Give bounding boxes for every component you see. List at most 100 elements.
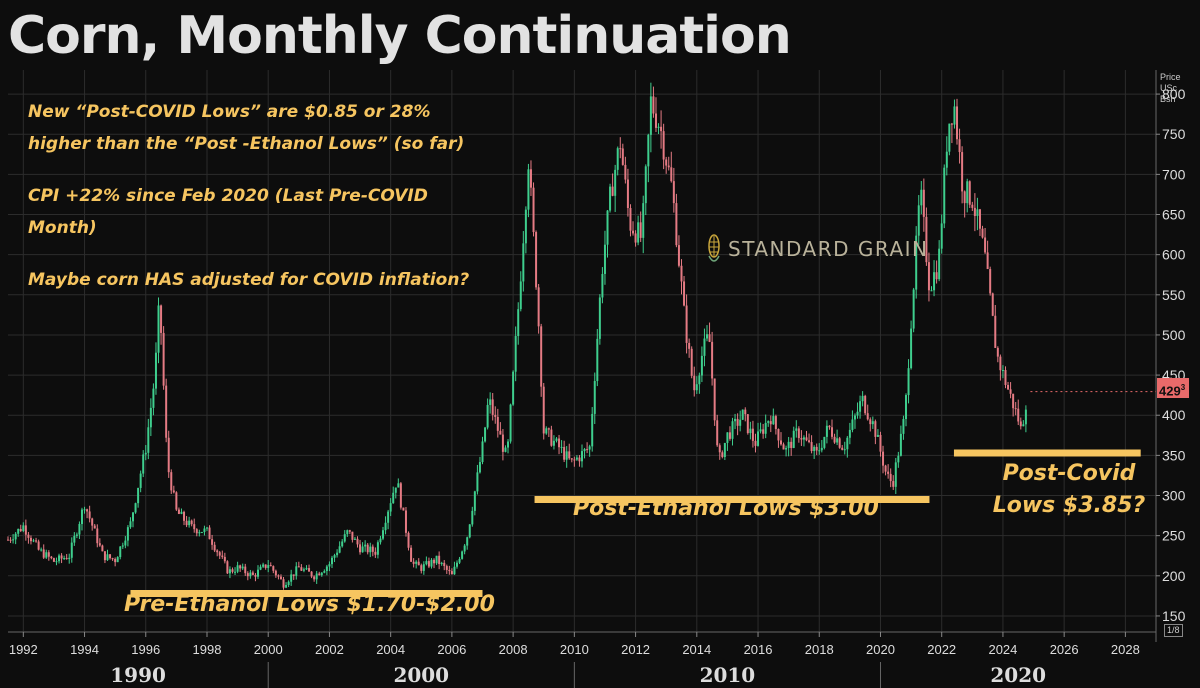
candle-body: [568, 451, 571, 459]
axis-unit-line-3: Bsh: [1160, 94, 1176, 104]
candle-body: [945, 151, 948, 168]
candle-body: [417, 561, 420, 566]
candle-body: [989, 269, 992, 294]
last-price-fraction: 3: [1180, 383, 1186, 392]
candle-body: [195, 529, 198, 534]
candle-body: [879, 434, 882, 452]
candle-body: [739, 419, 742, 426]
candle-body: [637, 222, 640, 243]
candle-body: [915, 235, 918, 290]
candle-body: [318, 573, 321, 576]
y-tick-label: 150: [1162, 608, 1186, 624]
candle-body: [614, 169, 617, 196]
candle-body: [606, 210, 609, 245]
candle-body: [912, 289, 915, 329]
candle-body: [882, 451, 885, 466]
candle-body: [547, 428, 550, 430]
candle-body: [183, 511, 186, 521]
candle-body: [833, 436, 836, 443]
candle-body: [522, 243, 525, 282]
candle-body: [473, 491, 476, 511]
annotation-line-1: New “Post-COVID Lows” are $0.85 or 28%: [28, 102, 431, 122]
corn-icon: [708, 234, 720, 262]
candle-body: [246, 573, 249, 577]
candle-body: [308, 568, 311, 572]
candle-body: [353, 538, 356, 540]
candle-body: [259, 566, 262, 570]
candle-body: [223, 556, 226, 562]
axis-unit-label: Price USc Bsh: [1160, 72, 1181, 105]
candle-body: [346, 530, 349, 535]
candle-body: [917, 205, 920, 236]
y-axis: 1502002503003504004505005506006507007508…: [1030, 70, 1186, 642]
candle-body: [925, 216, 928, 263]
candle-body: [654, 113, 657, 128]
y-tick-label: 600: [1162, 247, 1186, 263]
candle-body: [922, 189, 925, 217]
candle-body: [264, 564, 267, 568]
candle-body: [1004, 370, 1007, 385]
x-tick-label: 2010: [560, 642, 589, 657]
candle-body: [226, 561, 229, 574]
candle-body: [175, 492, 178, 510]
candle-body: [137, 487, 140, 504]
candle-body: [412, 561, 415, 564]
candle-body: [27, 534, 30, 538]
candle-body: [279, 576, 282, 580]
candle-body: [466, 537, 469, 546]
candle-body: [940, 223, 943, 249]
candle-body: [810, 442, 813, 452]
candle-body: [507, 441, 510, 448]
candle-body: [517, 309, 520, 337]
candle-body: [529, 169, 532, 188]
candle-body: [374, 551, 377, 555]
candle-body: [603, 244, 606, 274]
candle-body: [999, 356, 1002, 371]
candle-body: [1007, 384, 1010, 390]
candle-body: [540, 326, 543, 387]
candle-body: [866, 413, 869, 420]
candle-body: [257, 569, 260, 577]
candle-body: [106, 554, 109, 561]
candle-body: [728, 432, 731, 439]
candle-body: [524, 209, 527, 244]
candle-body: [861, 395, 864, 402]
candle-body: [12, 539, 15, 541]
standard-grain-logo: STANDARD GRAIN: [706, 232, 929, 266]
candle-body: [9, 539, 12, 541]
candle-body: [779, 440, 782, 445]
candle-body: [394, 487, 397, 493]
x-tick-label: 2002: [315, 642, 344, 657]
candle-body: [216, 550, 219, 553]
candle-body: [953, 106, 956, 125]
candle-body: [823, 436, 826, 448]
candle-body: [313, 576, 316, 580]
candle-body: [542, 386, 545, 434]
candle-body: [249, 572, 252, 577]
y-tick-label: 700: [1162, 166, 1186, 182]
candle-body: [961, 152, 964, 192]
candle-body: [47, 552, 50, 557]
candle-body: [149, 407, 152, 428]
candle-body: [425, 561, 428, 565]
candle-body: [859, 401, 862, 412]
candle-body: [338, 546, 341, 553]
candle-body: [397, 483, 400, 488]
last-price-main: 429: [1159, 383, 1181, 399]
candle-body: [124, 540, 127, 546]
candle-body: [83, 509, 86, 511]
support-lines: [130, 449, 1141, 597]
candle-body: [427, 561, 430, 567]
candle-body: [716, 420, 719, 446]
candle-body: [491, 399, 494, 415]
candle-body: [387, 511, 390, 523]
candle-body: [455, 562, 458, 567]
candle-body: [527, 169, 530, 210]
candle-body: [535, 232, 538, 288]
y-tick-label: 400: [1162, 407, 1186, 423]
candle-body: [601, 273, 604, 298]
candle-body: [984, 237, 987, 253]
candle-body: [871, 421, 874, 425]
candle-body: [731, 421, 734, 439]
decade-label: 1990: [110, 663, 166, 687]
